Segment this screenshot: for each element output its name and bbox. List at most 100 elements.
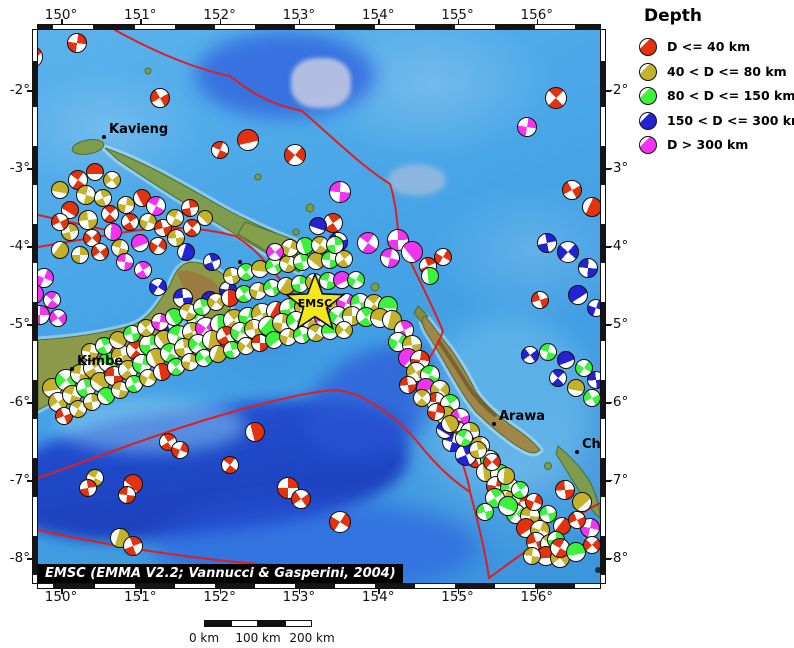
focal-mechanism-marker (197, 210, 213, 226)
focal-mechanism-marker (583, 536, 600, 554)
lat-label-right: -4° (608, 238, 629, 254)
focal-mechanism-marker (545, 87, 567, 109)
lat-label-right: -2° (608, 82, 629, 98)
legend-beachball-icon (639, 38, 657, 56)
lon-label-top: 155° (441, 7, 474, 23)
focal-mechanism-marker (555, 480, 575, 500)
legend-item: D > 300 km (637, 134, 793, 159)
focal-mechanism-marker (116, 253, 134, 271)
legend-item: 150 < D <= 300 km (637, 110, 794, 135)
focal-mechanism-marker (537, 233, 557, 253)
focal-mechanism-marker (517, 117, 537, 137)
focal-mechanism-marker (329, 181, 351, 203)
lon-label-bottom: 154° (361, 589, 395, 605)
tick-right (606, 246, 611, 248)
focal-mechanism-marker (134, 261, 152, 279)
lon-label-bottom: 153° (282, 589, 316, 605)
focal-mechanism-marker (557, 241, 579, 263)
tick-bottom (536, 589, 539, 594)
lat-label-right: -6° (608, 394, 629, 410)
focal-mechanism-marker (181, 199, 199, 217)
lat-label-right: -3° (608, 160, 629, 176)
tick-right (606, 168, 611, 170)
tick-right (606, 402, 611, 404)
lon-label-top: 150° (44, 7, 78, 23)
lat-label-left: -2° (9, 82, 30, 98)
focal-mechanism-marker (71, 246, 89, 264)
legend-beachball-icon (639, 136, 657, 154)
tick-left (27, 246, 32, 248)
focal-mechanism-marker (455, 429, 473, 447)
focal-mechanism-marker (183, 219, 201, 237)
emsc-epicenter-star: EMSC (284, 273, 346, 331)
focal-mechanism-marker (309, 217, 327, 235)
bougainville-island (421, 315, 541, 454)
focal-mechanism-marker (335, 321, 353, 339)
focal-mechanism-marker (567, 379, 585, 397)
focal-mechanism-marker (43, 291, 61, 309)
focal-mechanism-marker (568, 285, 588, 305)
city-label: Kavieng (109, 122, 169, 137)
focal-mechanism-marker (326, 236, 344, 254)
tick-right (606, 558, 611, 560)
focal-mechanism-marker (421, 267, 439, 285)
lon-label-top: 153° (282, 7, 316, 23)
tick-right (606, 480, 611, 482)
emsc-star-label: EMSC (298, 297, 332, 310)
lon-label-bottom: 151° (124, 589, 157, 605)
focal-mechanism-marker (245, 422, 265, 442)
legend-item-label: 150 < D <= 300 km (667, 112, 794, 128)
lon-label-bottom: 152° (203, 589, 236, 605)
focal-mechanism-marker (284, 144, 306, 166)
scale-bar-label: 0 km (188, 631, 220, 645)
tick-left (27, 558, 32, 560)
focal-mechanism-marker (539, 343, 557, 361)
lon-label-bottom: 156° (520, 589, 554, 605)
tick-left (27, 324, 32, 326)
focal-mechanism-marker (146, 196, 166, 216)
focal-mechanism-marker (166, 209, 184, 227)
tick-left (27, 90, 32, 92)
focal-mechanism-marker (582, 197, 600, 217)
focal-mechanism-marker (329, 511, 351, 533)
shallow-bank-patch (388, 164, 446, 196)
focal-mechanism-marker (67, 33, 87, 53)
tick-top (298, 19, 301, 24)
focal-mechanism-marker (523, 547, 541, 565)
scale-bar-segment (258, 620, 285, 627)
focal-mechanism-marker (587, 299, 600, 317)
tick-left (27, 168, 32, 170)
legend-beachball-icon (639, 87, 657, 105)
lat-label-left: -3° (9, 160, 30, 176)
focal-mechanism-marker (539, 505, 557, 523)
focal-mechanism-marker (266, 243, 284, 261)
focal-mechanism-marker (79, 479, 97, 497)
tick-left (27, 402, 32, 404)
lon-label-top: 156° (520, 7, 554, 23)
focal-mechanism-marker (497, 467, 515, 485)
lat-label-left: -4° (9, 238, 30, 254)
legend-beachball-icon (639, 111, 657, 130)
city-labels-layer: Kavieng Kimbe Arawa Ch (38, 30, 600, 583)
legend-item-label: 40 < D <= 80 km (667, 63, 787, 79)
focal-mechanism-marker (51, 213, 69, 231)
lon-label-bottom: 155° (441, 589, 474, 605)
legend-item-label: 80 < D <= 150 km (667, 88, 794, 103)
lat-label-right: -7° (608, 472, 629, 488)
focal-mechanism-marker (38, 268, 54, 288)
city-label: Kimbe (77, 354, 124, 369)
tick-top (536, 19, 539, 24)
focal-mechanism-marker (562, 180, 582, 200)
focal-mechanism-marker (91, 243, 109, 261)
focal-mechanism-marker (427, 403, 445, 421)
focal-mechanism-marker (401, 241, 423, 263)
tick-bottom (219, 589, 222, 594)
scale-bar-segment (285, 620, 312, 627)
focal-mechanism-marker (575, 359, 593, 377)
focal-mechanism-marker (511, 481, 529, 499)
focal-mechanism-marker (131, 234, 149, 252)
focal-mechanism-marker (121, 213, 139, 231)
city-dot (492, 422, 496, 426)
focal-mechanism-marker (335, 250, 353, 268)
legend-item-label: D > 300 km (667, 137, 749, 152)
